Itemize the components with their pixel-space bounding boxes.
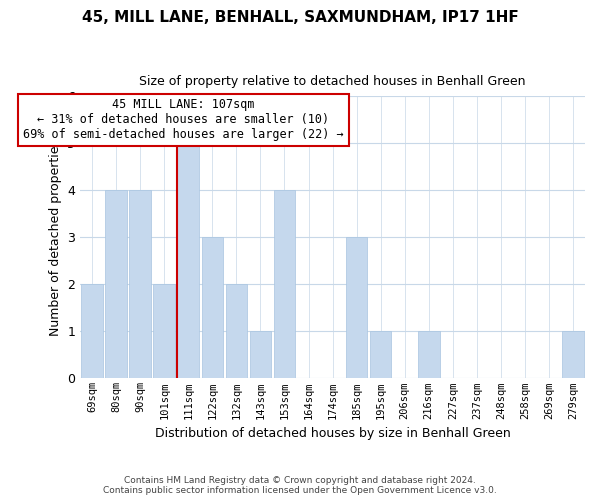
Bar (202, 238, 223, 378)
Text: 45, MILL LANE, BENHALL, SAXMUNDHAM, IP17 1HF: 45, MILL LANE, BENHALL, SAXMUNDHAM, IP17… (82, 10, 518, 25)
Bar (178, 143, 199, 378)
Bar (370, 332, 391, 378)
Bar (106, 190, 127, 378)
Bar (250, 332, 271, 378)
Title: Size of property relative to detached houses in Benhall Green: Size of property relative to detached ho… (139, 75, 526, 88)
Bar (82, 284, 103, 378)
X-axis label: Distribution of detached houses by size in Benhall Green: Distribution of detached houses by size … (155, 427, 511, 440)
Bar (346, 238, 367, 378)
Y-axis label: Number of detached properties: Number of detached properties (49, 138, 62, 336)
Text: Contains HM Land Registry data © Crown copyright and database right 2024.
Contai: Contains HM Land Registry data © Crown c… (103, 476, 497, 495)
Text: 45 MILL LANE: 107sqm
← 31% of detached houses are smaller (10)
69% of semi-detac: 45 MILL LANE: 107sqm ← 31% of detached h… (23, 98, 344, 142)
Bar (154, 284, 175, 378)
Bar (274, 190, 295, 378)
Bar (130, 190, 151, 378)
Bar (418, 332, 440, 378)
Bar (562, 332, 584, 378)
Bar (226, 284, 247, 378)
